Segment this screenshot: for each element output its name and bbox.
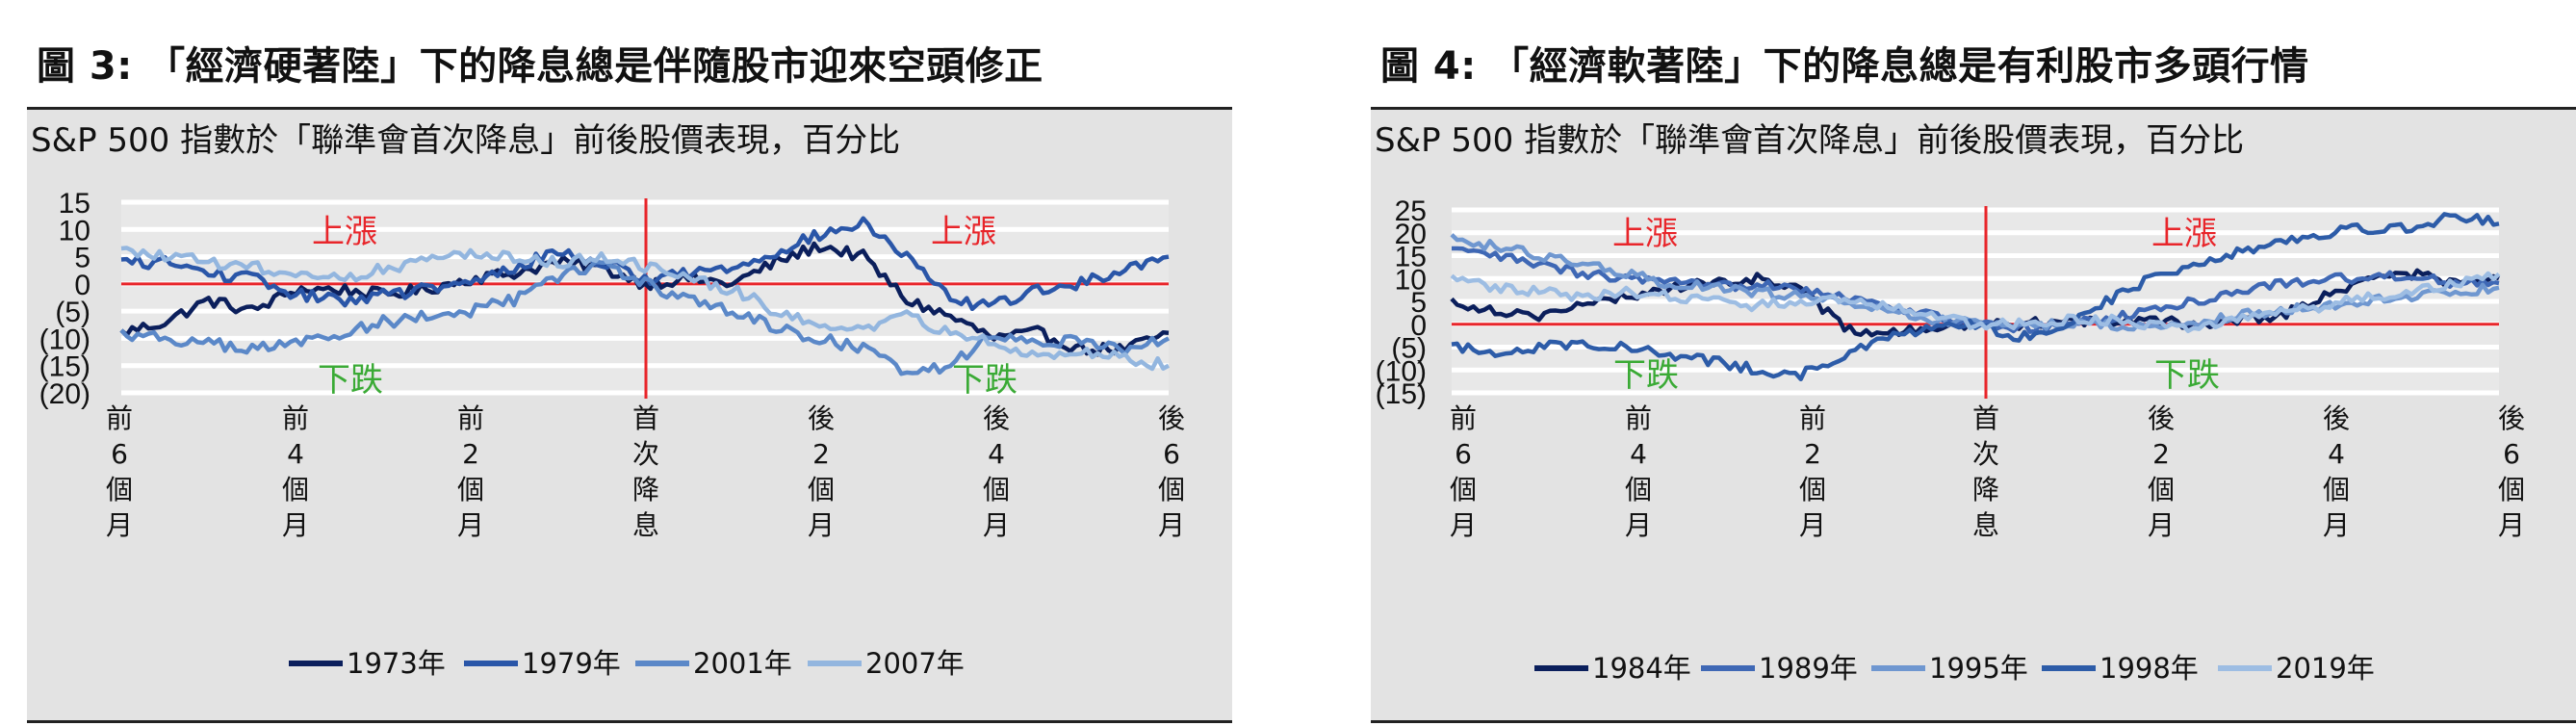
y-tick-label: (15) — [1376, 378, 1427, 410]
legend-label: 1998年 — [2099, 652, 2199, 685]
y-tick-label: 10 — [59, 215, 90, 246]
y-tick-label: (5) — [1391, 333, 1427, 365]
y-tick-label: (10) — [1376, 355, 1427, 387]
y-tick-label: 0 — [74, 270, 90, 301]
bottom-rule — [27, 720, 1232, 723]
annotation-down-right: 下跌 — [952, 361, 1018, 400]
y-tick-label: (15) — [39, 351, 90, 383]
x-tick-label: 後 2 個月 — [2148, 402, 2175, 541]
x-tick-label: 前 2 個月 — [1799, 402, 1826, 541]
top-rule — [27, 107, 1232, 110]
series-line-1995年 — [1450, 233, 2500, 332]
legend-label: 2001年 — [693, 647, 792, 680]
legend-label: 1995年 — [1929, 652, 2028, 685]
legend-label: 1989年 — [1759, 652, 1858, 685]
series-line-2001年 — [119, 259, 1171, 376]
annotation-down-left: 下跌 — [1613, 356, 1679, 395]
chart-subtitle: S&P 500 指數於「聯準會首次降息」前後股價表現，百分比 — [1375, 121, 2245, 160]
legend-label: 1984年 — [1592, 652, 1691, 685]
chart-panel-fig3: 圖 3: 「經濟硬著陸」下的降息總是伴隨股市迎來空頭修正 15 10 5 0 (5) (1… — [27, 0, 1232, 726]
annotation-up-right: 上漲 — [931, 213, 996, 251]
x-tick-label: 前 4 個月 — [1625, 402, 1652, 541]
annotation-down-right: 下跌 — [2154, 356, 2220, 395]
x-tick-label: 前 2 個月 — [457, 402, 484, 541]
annotation-up-right: 上漲 — [2151, 215, 2217, 253]
x-tick-label: 後 6 個月 — [2498, 402, 2525, 541]
x-tick-label: 前 6 個月 — [1450, 402, 1477, 541]
annotation-up-left: 上漲 — [312, 213, 377, 251]
x-tick-label: 首次降息 — [1972, 402, 1999, 541]
chart-subtitle: S&P 500 指數於「聯準會首次降息」前後股價表現，百分比 — [31, 121, 901, 160]
y-tick-label: 5 — [1410, 287, 1427, 319]
y-tick-label: 5 — [74, 243, 90, 274]
bottom-rule — [1371, 720, 2576, 723]
x-tick-label: 前 4 個月 — [282, 402, 309, 541]
legend-label: 1979年 — [522, 647, 621, 680]
x-tick-label: 後 2 個月 — [808, 402, 835, 541]
y-tick-label: 10 — [1395, 264, 1427, 296]
top-rule — [1371, 107, 2576, 110]
y-tick-label: 15 — [1395, 242, 1427, 273]
x-tick-label: 首次降息 — [632, 402, 659, 541]
y-tick-label: (5) — [55, 297, 90, 328]
y-tick-label: 25 — [1395, 195, 1427, 227]
legend-label: 2007年 — [865, 647, 965, 680]
x-tick-label: 前 6 個月 — [106, 402, 133, 541]
x-tick-label: 後 4 個月 — [2323, 402, 2350, 541]
x-tick-label: 後 6 個月 — [1158, 402, 1185, 541]
y-tick-label: 20 — [1395, 219, 1427, 250]
y-tick-label: 0 — [1410, 310, 1427, 342]
annotation-up-left: 上漲 — [1612, 215, 1678, 253]
annotation-down-left: 下跌 — [318, 361, 383, 400]
chart-panel-fig4: 圖 4: 「經濟軟著陸」下的降息總是有利股市多頭行情 25 20 15 10 5 0 (5)… — [1371, 0, 2576, 726]
legend-label: 1973年 — [347, 647, 446, 680]
y-tick-label: (10) — [39, 324, 90, 355]
series-line-2007年 — [120, 246, 1171, 372]
series-line-1979年 — [120, 216, 1170, 312]
figure-title: 圖 4: 「經濟軟著陸」下的降息總是有利股市多頭行情 — [1380, 44, 2309, 89]
y-tick-label: 15 — [59, 188, 90, 220]
series-line-2019年 — [1450, 271, 2501, 334]
y-tick-label: (20) — [39, 378, 90, 410]
x-tick-label: 後 4 個月 — [983, 402, 1010, 541]
figure-title: 圖 3: 「經濟硬著陸」下的降息總是伴隨股市迎來空頭修正 — [37, 44, 1043, 89]
legend-label: 2019年 — [2276, 652, 2375, 685]
